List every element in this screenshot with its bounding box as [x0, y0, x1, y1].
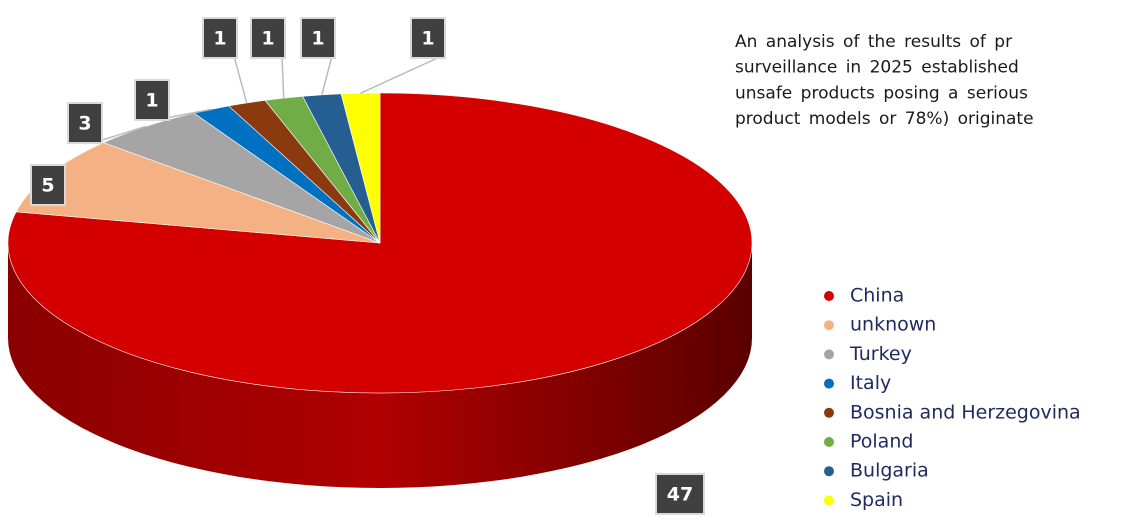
data-label: 3 [78, 113, 91, 135]
leader-line [233, 55, 248, 104]
legend-label: Italy [850, 372, 891, 394]
legend-label: unknown [850, 314, 936, 336]
legend-label: Bosnia and Herzegovina [850, 401, 1081, 423]
data-label: 1 [421, 28, 434, 50]
data-label: 47 [667, 484, 693, 506]
data-label: 1 [261, 28, 274, 50]
legend-label: China [850, 285, 904, 307]
data-label: 1 [213, 28, 226, 50]
legend-label: Poland [850, 431, 913, 453]
legend-marker [824, 291, 834, 301]
legend-marker [824, 378, 834, 389]
label-box [300, 17, 336, 59]
legend-marker [824, 349, 834, 360]
leader-line [98, 125, 147, 142]
legend: China unknown Turkey Italy Bosnia and Herzeg… [824, 285, 1081, 511]
legend-marker [824, 320, 834, 331]
label-box [250, 17, 286, 59]
legend-label: Bulgaria [850, 460, 929, 482]
label-box [202, 17, 238, 59]
pie-side [8, 243, 752, 488]
data-label: 1 [145, 90, 158, 112]
leader-line [165, 108, 212, 119]
description-line: surveillance in 2025 established [735, 58, 1019, 78]
label-box [30, 164, 66, 206]
legend-marker [824, 407, 834, 418]
description-line: unsafe products posing a serious [735, 83, 1028, 103]
data-label: 1 [311, 28, 324, 50]
leader-line [281, 55, 285, 99]
legend-label: Spain [850, 489, 903, 511]
label-box [655, 473, 705, 515]
legend-label: Turkey [849, 343, 912, 365]
description: An analysis of the results of pr surveill… [735, 32, 1034, 129]
pie-slice [7, 92, 753, 394]
legend-marker [824, 495, 834, 506]
leader-line [321, 55, 333, 96]
label-box [134, 79, 170, 121]
legend-marker [824, 437, 834, 447]
description-line: An analysis of the results of pr [735, 32, 1012, 52]
label-box [410, 17, 446, 59]
pie [7, 92, 753, 488]
description-line: product models or 78%) originate [735, 109, 1034, 129]
label-box [67, 102, 103, 144]
data-label: 5 [41, 175, 54, 197]
legend-marker [824, 466, 834, 477]
pie-slice [340, 92, 381, 244]
leader-line [360, 55, 443, 94]
data-labels: 47 5 3 1 1 1 1 1 [30, 17, 705, 515]
